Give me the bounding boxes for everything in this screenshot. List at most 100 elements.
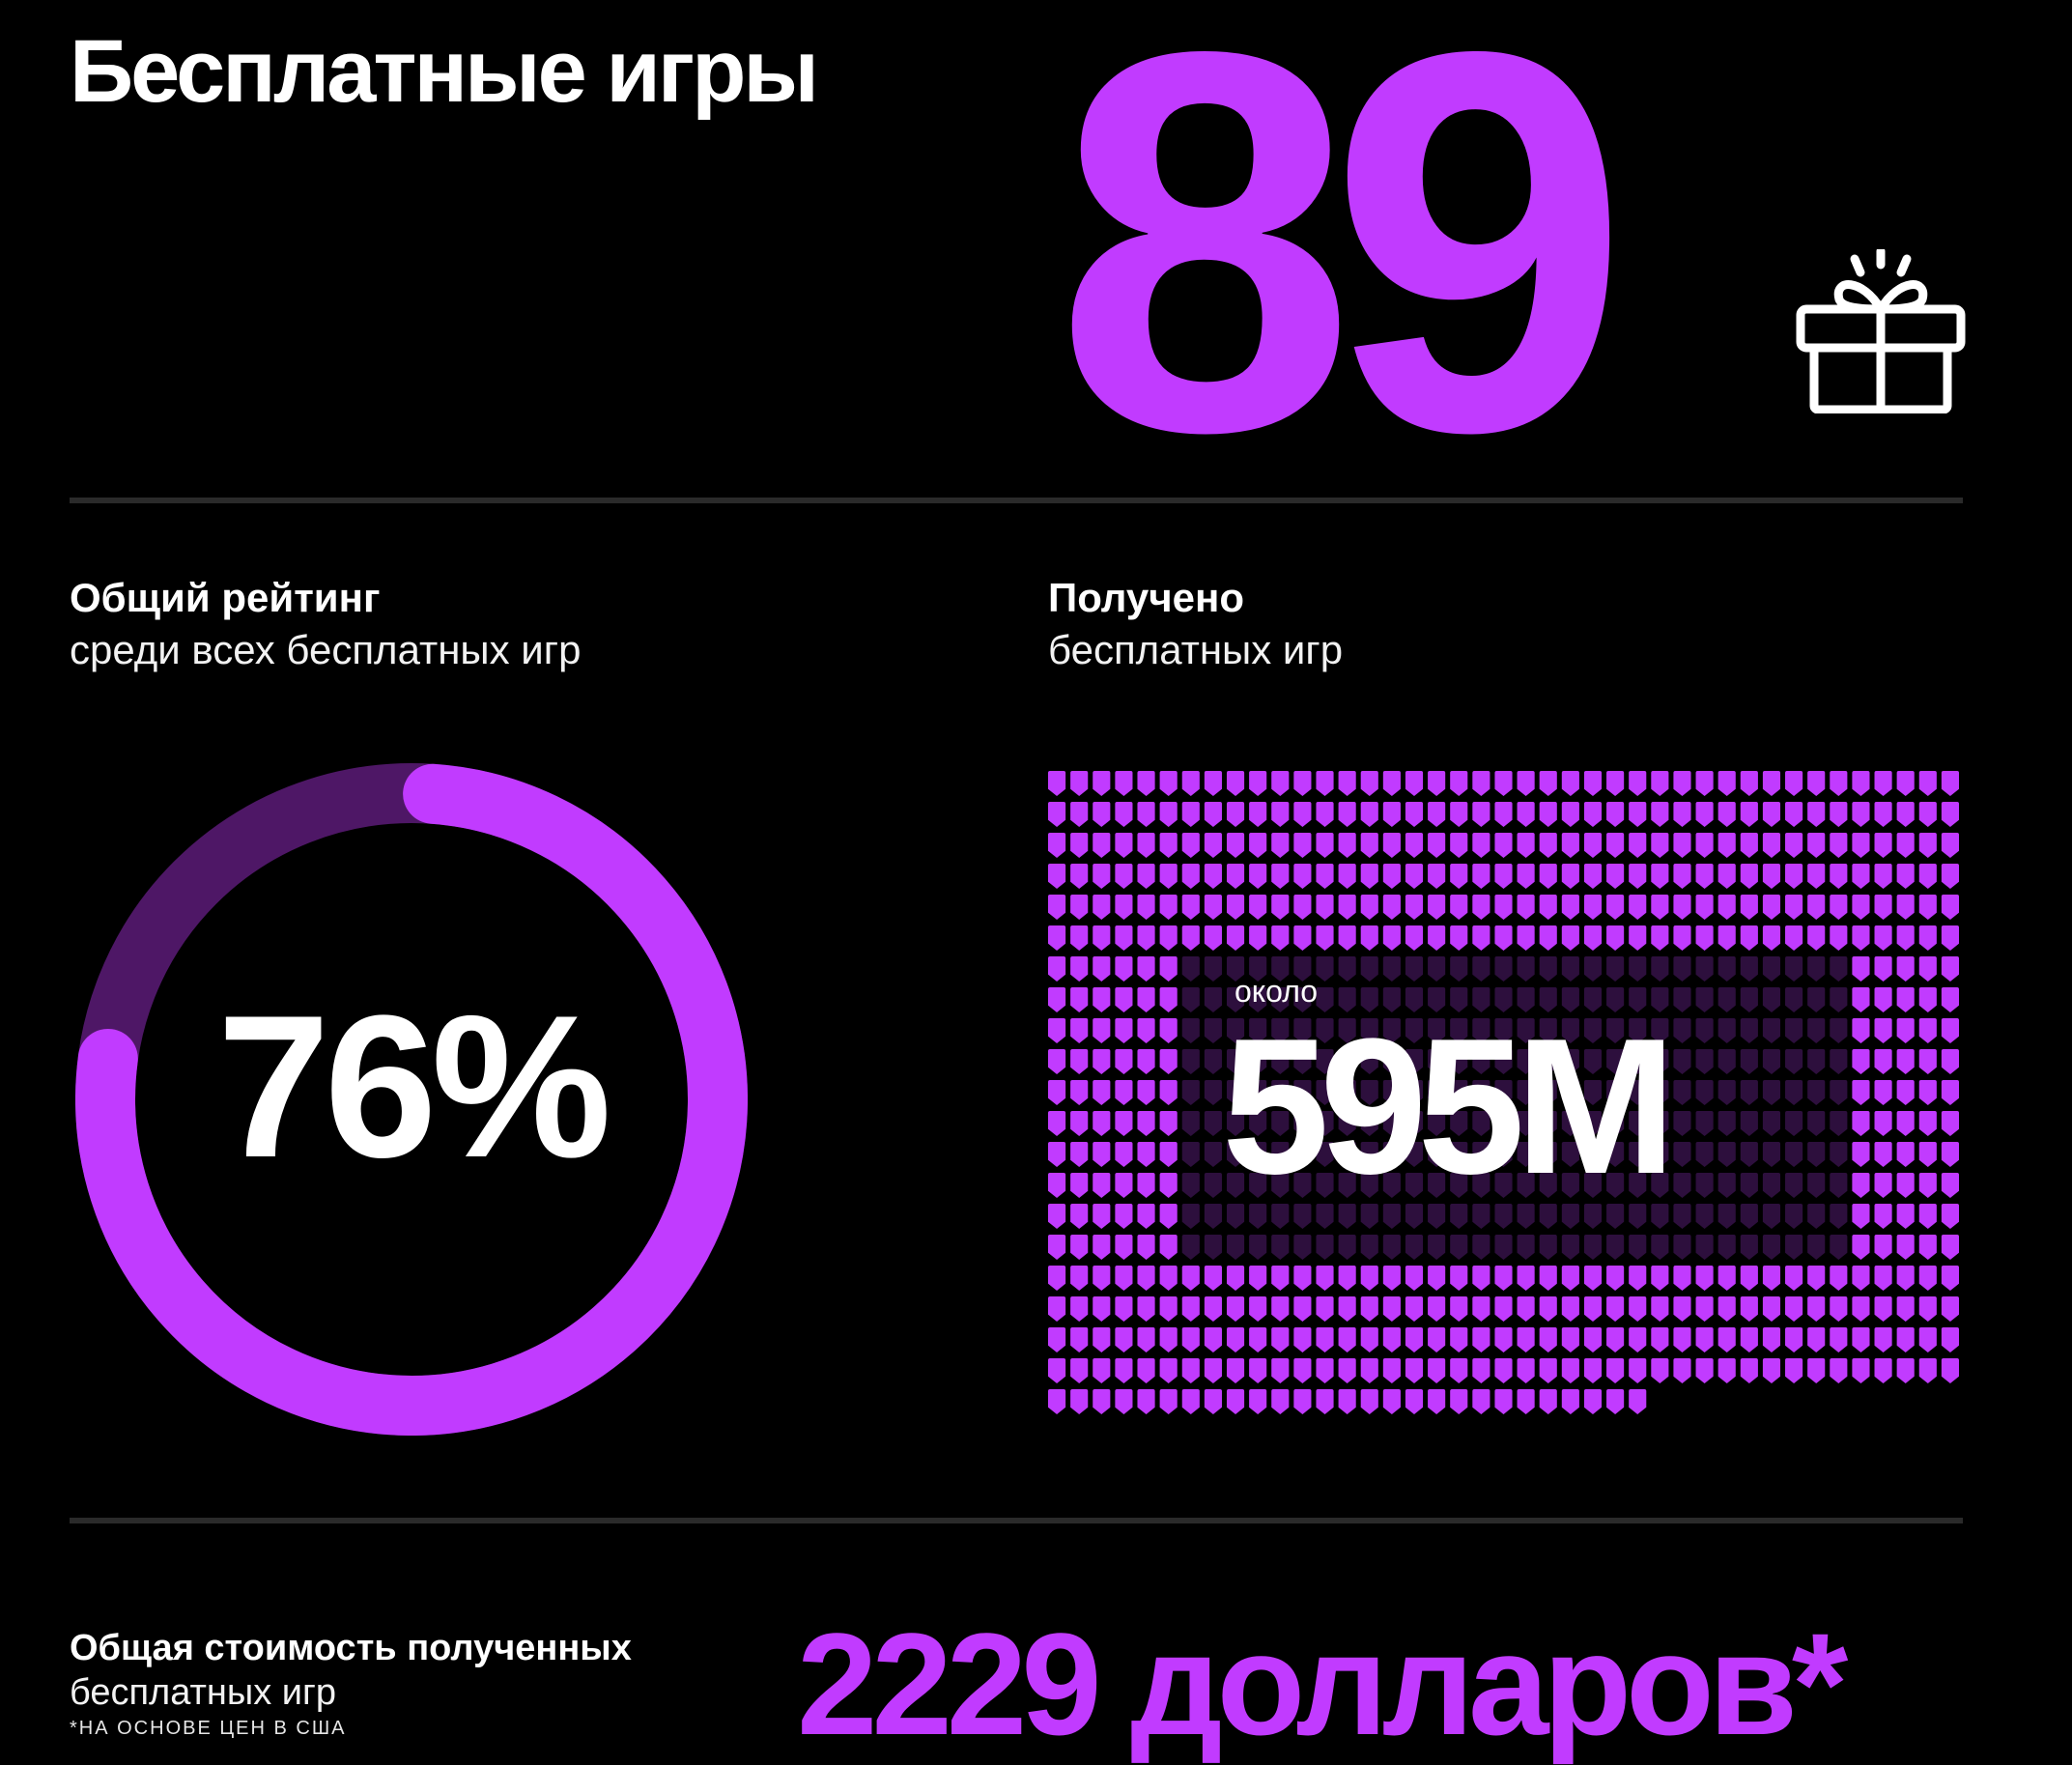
game-tile <box>1606 1266 1625 1291</box>
game-tile <box>1807 1049 1826 1074</box>
game-tile <box>1852 1173 1870 1198</box>
game-tile <box>1941 771 1959 796</box>
game-tile <box>1159 802 1178 827</box>
game-tile <box>1629 802 1647 827</box>
game-tile <box>1717 833 1736 858</box>
game-tile <box>1606 1389 1625 1414</box>
game-tile <box>1695 1204 1714 1229</box>
game-tile <box>1070 1018 1089 1043</box>
game-tile <box>1048 1296 1066 1322</box>
game-tile <box>1181 925 1200 951</box>
game-tile <box>1606 895 1625 920</box>
game-tile <box>1093 925 1111 951</box>
game-tile <box>1226 1173 1245 1198</box>
game-tile <box>1070 833 1089 858</box>
game-tile <box>1695 1327 1714 1352</box>
game-tile <box>1249 864 1267 889</box>
game-tile <box>1762 1173 1781 1198</box>
game-tile <box>1606 1296 1625 1322</box>
game-tile <box>1360 1235 1378 1260</box>
game-tile <box>1204 1235 1222 1260</box>
game-tile <box>1651 1204 1669 1229</box>
game-tile <box>1517 1111 1535 1136</box>
game-tile <box>1740 1049 1758 1074</box>
game-tile <box>1673 1266 1691 1291</box>
game-tile <box>1382 987 1401 1012</box>
game-tile <box>1830 1173 1848 1198</box>
game-tile <box>1896 771 1915 796</box>
game-tile <box>1405 1235 1424 1260</box>
game-tile <box>1316 833 1334 858</box>
game-tile <box>1428 1266 1446 1291</box>
game-tile <box>1249 895 1267 920</box>
game-tile <box>1293 1327 1312 1352</box>
game-tile <box>1204 987 1222 1012</box>
game-tile <box>1181 1389 1200 1414</box>
game-tile <box>1093 1018 1111 1043</box>
game-tile <box>1494 956 1513 982</box>
game-tile <box>1852 1080 1870 1105</box>
game-tile <box>1472 1111 1490 1136</box>
game-tile <box>1695 1080 1714 1105</box>
game-tile <box>1918 956 1937 982</box>
game-tile <box>1807 1358 1826 1383</box>
game-tile <box>1762 1327 1781 1352</box>
game-tile <box>1405 1204 1424 1229</box>
game-tile <box>1428 1235 1446 1260</box>
game-tile <box>1695 802 1714 827</box>
game-tile <box>1629 771 1647 796</box>
game-tile <box>1070 771 1089 796</box>
game-tile <box>1583 833 1603 858</box>
game-tile <box>1271 1296 1290 1322</box>
game-tile <box>1717 1080 1736 1105</box>
game-tile <box>1517 956 1535 982</box>
game-tile <box>1070 1296 1089 1322</box>
game-tile <box>1226 1111 1245 1136</box>
game-tile <box>1360 1296 1378 1322</box>
game-tile <box>1226 771 1245 796</box>
game-tile <box>1695 925 1714 951</box>
game-tile <box>1428 771 1446 796</box>
game-tile <box>1673 1204 1691 1229</box>
game-tile <box>1807 925 1826 951</box>
game-tile <box>1338 1389 1356 1414</box>
game-tile <box>1472 1327 1490 1352</box>
game-tile <box>1204 1204 1222 1229</box>
game-tile <box>1740 1111 1758 1136</box>
game-tile <box>1494 1018 1513 1043</box>
game-tile <box>1360 956 1378 982</box>
game-tile <box>1539 1142 1557 1167</box>
game-tile <box>1762 925 1781 951</box>
game-tile <box>1048 833 1066 858</box>
game-tile <box>1450 1049 1468 1074</box>
game-tile <box>1226 1018 1245 1043</box>
game-tile <box>1271 925 1290 951</box>
game-tile <box>1181 956 1200 982</box>
game-tile <box>1226 1049 1245 1074</box>
game-tile <box>1293 1296 1312 1322</box>
game-tile <box>1941 1235 1959 1260</box>
game-tile <box>1070 925 1089 951</box>
game-tile <box>1338 1296 1356 1322</box>
game-tile <box>1093 987 1111 1012</box>
game-tile <box>1472 895 1490 920</box>
game-tile <box>1293 1389 1312 1414</box>
game-tile <box>1293 1080 1312 1105</box>
game-tile <box>1115 1266 1133 1291</box>
game-tile <box>1762 1142 1781 1167</box>
game-tile <box>1093 1266 1111 1291</box>
game-tile <box>1673 802 1691 827</box>
game-tile <box>1874 1358 1892 1383</box>
game-tile <box>1629 956 1647 982</box>
game-tile <box>1048 1235 1066 1260</box>
game-tile <box>1785 1111 1803 1136</box>
game-tile <box>1472 1080 1490 1105</box>
game-tile <box>1472 1358 1490 1383</box>
game-tile <box>1807 1327 1826 1352</box>
game-tile <box>1293 864 1312 889</box>
game-tile <box>1271 1235 1290 1260</box>
game-tile <box>1830 1204 1848 1229</box>
game-tile <box>1673 1173 1691 1198</box>
game-tile <box>1896 1049 1915 1074</box>
game-tile <box>1561 802 1579 827</box>
